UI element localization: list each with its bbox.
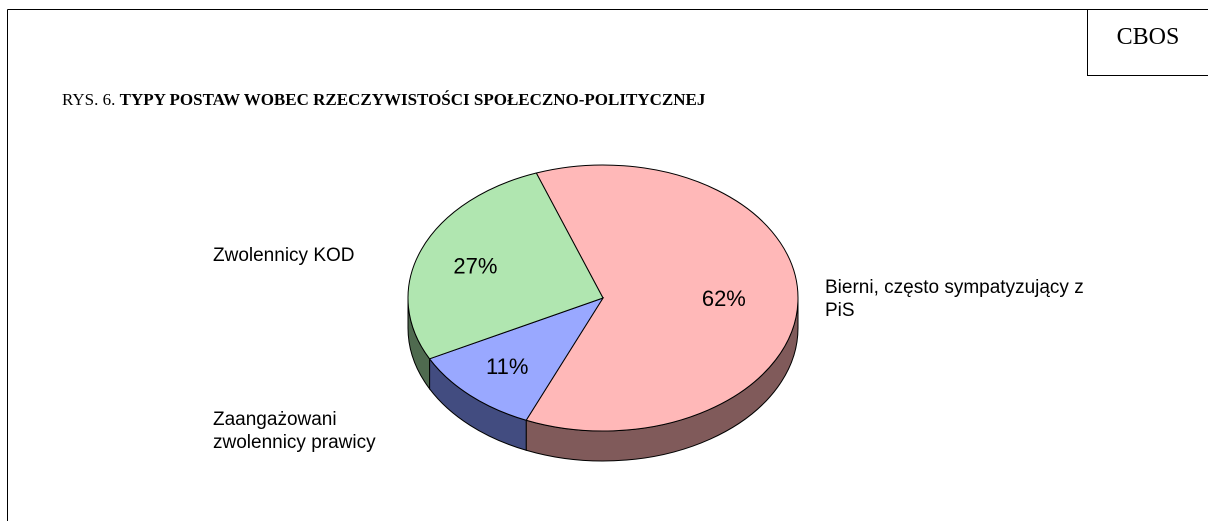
category-label: Zwolennicy KOD xyxy=(213,245,355,266)
chart-title: TYPY POSTAW WOBEC RZECZYWISTOŚCI SPOŁECZ… xyxy=(119,90,706,109)
pie-slice xyxy=(525,164,799,432)
value-label: 11% xyxy=(486,354,528,379)
pie-slice xyxy=(407,172,604,360)
value-label: 27% xyxy=(453,254,497,279)
category-label: Bierni, często sympatyzujący z PiS xyxy=(825,277,1084,321)
value-label: 62% xyxy=(702,286,746,311)
category-label: Zaangażowani zwolennicy prawicy xyxy=(213,409,376,453)
source: CBOS xyxy=(1116,24,1180,50)
source-box xyxy=(1087,9,1208,76)
figure-label: RYS. 6. xyxy=(62,90,116,109)
pie-slice xyxy=(428,297,605,421)
chart-title-block: RYS. 6. TYPY POSTAW WOBEC RZECZYWISTOŚCI… xyxy=(62,90,705,110)
